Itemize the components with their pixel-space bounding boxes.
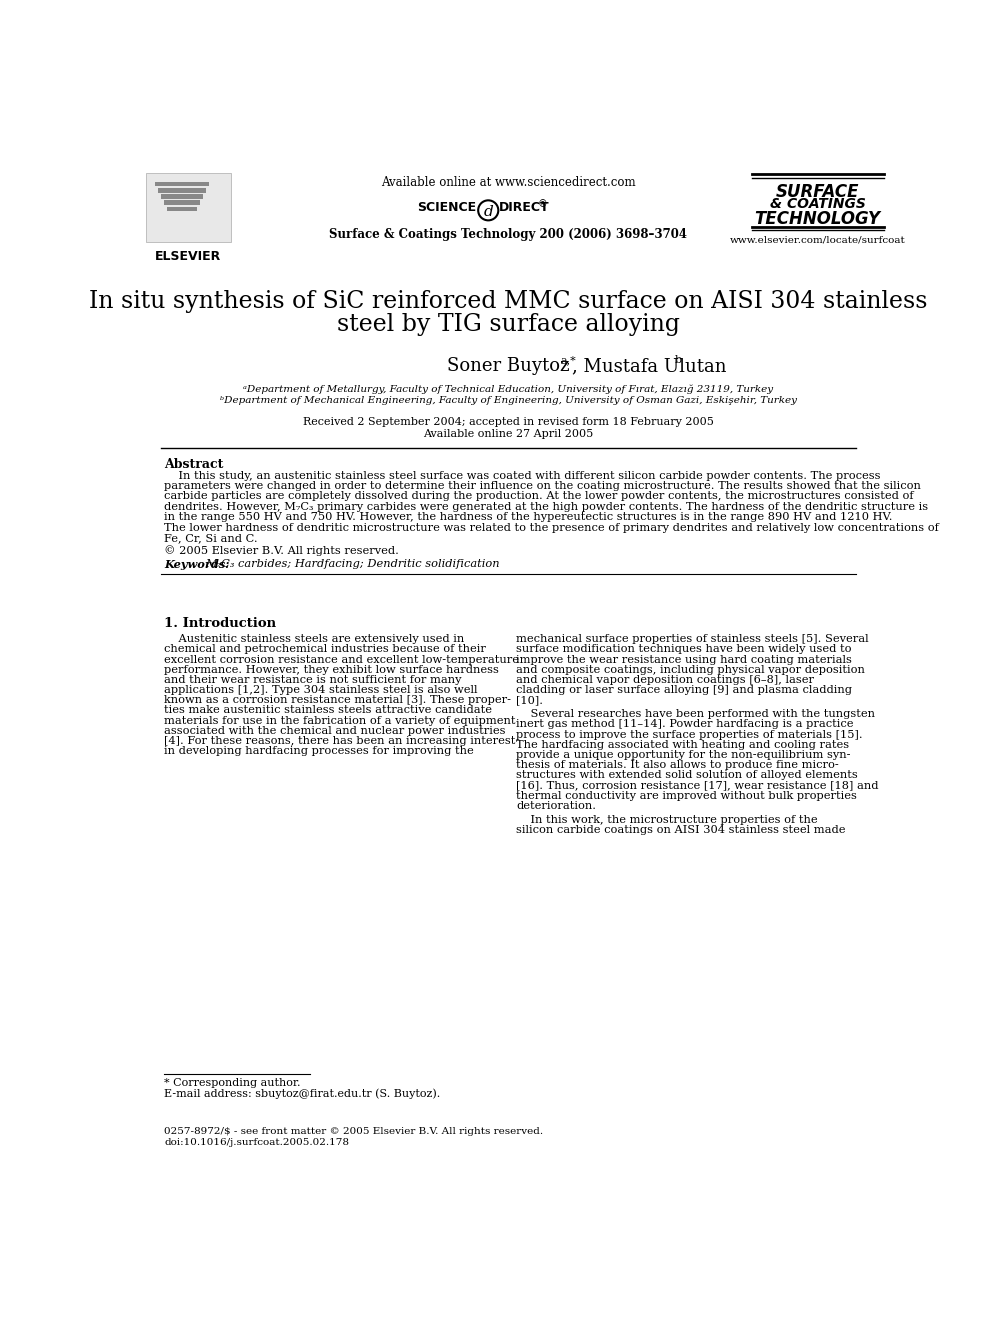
Text: Received 2 September 2004; accepted in revised form 18 February 2005: Received 2 September 2004; accepted in r…	[303, 418, 714, 427]
Text: DIRECT: DIRECT	[499, 201, 550, 214]
Text: * Corresponding author.: * Corresponding author.	[165, 1078, 301, 1088]
Text: In this work, the microstructure properties of the: In this work, the microstructure propert…	[516, 815, 817, 824]
Text: deterioration.: deterioration.	[516, 800, 596, 811]
Bar	[161, 194, 203, 198]
Text: & COATINGS: & COATINGS	[770, 197, 866, 212]
Text: and chemical vapor deposition coatings [6–8], laser: and chemical vapor deposition coatings […	[516, 675, 814, 685]
Text: M₇C₃ carbides; Hardfacing; Dendritic solidification: M₇C₃ carbides; Hardfacing; Dendritic sol…	[205, 558, 500, 569]
Text: [16]. Thus, corrosion resistance [17], wear resistance [18] and: [16]. Thus, corrosion resistance [17], w…	[516, 781, 879, 790]
Text: SCIENCE: SCIENCE	[418, 201, 476, 214]
Text: in the range 550 HV and 750 HV. However, the hardness of the hypereutectic struc: in the range 550 HV and 750 HV. However,…	[165, 512, 893, 523]
Text: surface modification techniques have been widely used to: surface modification techniques have bee…	[516, 644, 852, 655]
Text: [4]. For these reasons, there has been an increasing interest: [4]. For these reasons, there has been a…	[165, 736, 516, 746]
Text: , Mustafa Ulutan: , Mustafa Ulutan	[572, 357, 726, 376]
Text: silicon carbide coatings on AISI 304 stainless steel made: silicon carbide coatings on AISI 304 sta…	[516, 824, 845, 835]
Text: In situ synthesis of SiC reinforced MMC surface on AISI 304 stainless: In situ synthesis of SiC reinforced MMC …	[89, 290, 928, 312]
Text: SURFACE: SURFACE	[776, 184, 859, 201]
Text: chemical and petrochemical industries because of their: chemical and petrochemical industries be…	[165, 644, 486, 655]
Bar	[146, 172, 231, 242]
Bar	[165, 200, 200, 205]
Text: applications [1,2]. Type 304 stainless steel is also well: applications [1,2]. Type 304 stainless s…	[165, 685, 478, 695]
Text: known as a corrosion resistance material [3]. These proper-: known as a corrosion resistance material…	[165, 695, 511, 705]
Text: thesis of materials. It also allows to produce fine micro-: thesis of materials. It also allows to p…	[516, 759, 839, 770]
Text: ᵃDepartment of Metallurgy, Faculty of Technical Education, University of Fırat, : ᵃDepartment of Metallurgy, Faculty of Te…	[243, 385, 774, 394]
Bar	[155, 181, 209, 187]
Text: steel by TIG surface alloying: steel by TIG surface alloying	[337, 312, 680, 336]
Text: The lower hardness of dendritic microstructure was related to the presence of pr: The lower hardness of dendritic microstr…	[165, 523, 939, 533]
Text: E-mail address: sbuytoz@firat.edu.tr (S. Buytoz).: E-mail address: sbuytoz@firat.edu.tr (S.…	[165, 1089, 440, 1099]
Text: excellent corrosion resistance and excellent low-temperature: excellent corrosion resistance and excel…	[165, 655, 519, 664]
Text: dendrites. However, M₇C₃ primary carbides were generated at the high powder cont: dendrites. However, M₇C₃ primary carbide…	[165, 501, 929, 512]
Text: Abstract: Abstract	[165, 458, 223, 471]
Text: process to improve the surface properties of materials [15].: process to improve the surface propertie…	[516, 729, 863, 740]
Bar	[158, 188, 206, 193]
Text: mechanical surface properties of stainless steels [5]. Several: mechanical surface properties of stainle…	[516, 634, 869, 644]
Text: carbide particles are completely dissolved during the production. At the lower p: carbide particles are completely dissolv…	[165, 491, 914, 501]
Text: ELSEVIER: ELSEVIER	[155, 250, 221, 263]
Text: improve the wear resistance using hard coating materials: improve the wear resistance using hard c…	[516, 655, 852, 664]
Text: doi:10.1016/j.surfcoat.2005.02.178: doi:10.1016/j.surfcoat.2005.02.178	[165, 1138, 349, 1147]
Text: provide a unique opportunity for the non-equilibrium syn-: provide a unique opportunity for the non…	[516, 750, 851, 759]
Text: Several researches have been performed with the tungsten: Several researches have been performed w…	[516, 709, 875, 720]
Text: ties make austenitic stainless steels attractive candidate: ties make austenitic stainless steels at…	[165, 705, 492, 716]
Text: d: d	[483, 205, 493, 220]
Text: structures with extended solid solution of alloyed elements: structures with extended solid solution …	[516, 770, 858, 781]
Text: In this study, an austenitic stainless steel surface was coated with different s: In this study, an austenitic stainless s…	[165, 471, 881, 480]
Text: inert gas method [11–14]. Powder hardfacing is a practice: inert gas method [11–14]. Powder hardfac…	[516, 720, 854, 729]
Text: ®: ®	[538, 200, 548, 209]
Text: in developing hardfacing processes for improving the: in developing hardfacing processes for i…	[165, 746, 474, 755]
Text: Keywords:: Keywords:	[165, 558, 230, 570]
Text: and composite coatings, including physical vapor deposition: and composite coatings, including physic…	[516, 664, 865, 675]
Bar	[168, 206, 196, 212]
Text: [10].: [10].	[516, 695, 544, 705]
Text: Soner Buytoz: Soner Buytoz	[447, 357, 569, 376]
Text: and their wear resistance is not sufficient for many: and their wear resistance is not suffici…	[165, 675, 462, 685]
Text: parameters were changed in order to determine their influence on the coating mic: parameters were changed in order to dete…	[165, 482, 922, 491]
Text: a,*: a,*	[560, 355, 576, 365]
Text: ᵇDepartment of Mechanical Engineering, Faculty of Engineering, University of Osm: ᵇDepartment of Mechanical Engineering, F…	[220, 396, 797, 405]
Text: TECHNOLOGY: TECHNOLOGY	[755, 209, 881, 228]
Text: 1. Introduction: 1. Introduction	[165, 618, 277, 630]
Text: b: b	[675, 355, 682, 365]
Text: The hardfacing associated with heating and cooling rates: The hardfacing associated with heating a…	[516, 740, 849, 750]
Text: Available online 27 April 2005: Available online 27 April 2005	[424, 429, 593, 439]
Text: Surface & Coatings Technology 200 (2006) 3698–3704: Surface & Coatings Technology 200 (2006)…	[329, 228, 687, 241]
Text: Available online at www.sciencedirect.com: Available online at www.sciencedirect.co…	[381, 176, 636, 189]
Text: © 2005 Elsevier B.V. All rights reserved.: © 2005 Elsevier B.V. All rights reserved…	[165, 545, 399, 556]
Text: Fe, Cr, Si and C.: Fe, Cr, Si and C.	[165, 533, 258, 542]
Text: www.elsevier.com/locate/surfcoat: www.elsevier.com/locate/surfcoat	[730, 235, 906, 245]
Text: 0257-8972/$ - see front matter © 2005 Elsevier B.V. All rights reserved.: 0257-8972/$ - see front matter © 2005 El…	[165, 1127, 544, 1136]
Text: performance. However, they exhibit low surface hardness: performance. However, they exhibit low s…	[165, 664, 499, 675]
Text: thermal conductivity are improved without bulk properties: thermal conductivity are improved withou…	[516, 791, 857, 800]
Text: Austenitic stainless steels are extensively used in: Austenitic stainless steels are extensiv…	[165, 634, 464, 644]
Text: materials for use in the fabrication of a variety of equipment: materials for use in the fabrication of …	[165, 716, 516, 725]
Text: cladding or laser surface alloying [9] and plasma cladding: cladding or laser surface alloying [9] a…	[516, 685, 852, 695]
Text: associated with the chemical and nuclear power industries: associated with the chemical and nuclear…	[165, 726, 506, 736]
